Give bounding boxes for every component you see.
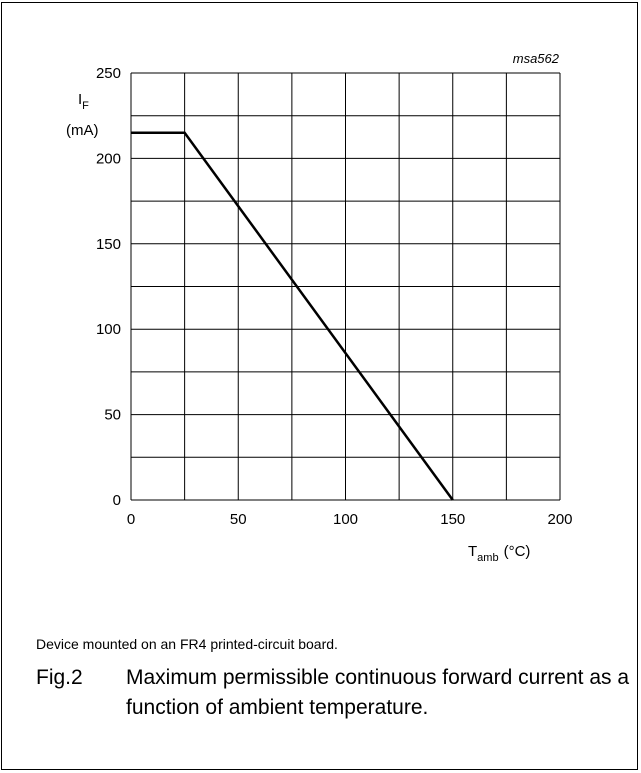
- y-tick-label: 150: [96, 236, 121, 253]
- y-tick-label: 100: [96, 321, 121, 338]
- y-axis-unit: (mA): [66, 122, 99, 139]
- x-axis-unit: (°C): [504, 543, 531, 560]
- y-axis-symbol: I: [78, 91, 82, 108]
- x-tick-label: 100: [333, 511, 358, 528]
- figure-label: Fig.2: [36, 666, 83, 689]
- y-axis-subscript: F: [82, 100, 89, 112]
- chart-grid: [130, 72, 561, 501]
- series-line: [131, 131, 454, 501]
- x-tick-label: 0: [127, 511, 135, 528]
- y-tick-label: 0: [113, 492, 121, 509]
- chart: 0 50 100 150 200 250 0 50 100 150 200 msa562 IF (…: [66, 51, 573, 564]
- y-tick-label: 200: [96, 150, 121, 167]
- x-axis-symbol: T: [468, 543, 477, 560]
- y-tick-label: 250: [96, 65, 121, 82]
- y-tick-labels: 0 50 100 150 200 250: [96, 65, 121, 509]
- y-tick-label: 50: [104, 407, 121, 424]
- x-tick-label: 50: [230, 511, 247, 528]
- y-axis-label: IF: [78, 91, 89, 112]
- chart-series: [131, 131, 454, 501]
- footnote: Device mounted on an FR4 printed-circuit…: [36, 636, 338, 652]
- x-tick-label: 200: [547, 511, 572, 528]
- figure-title: Maximum permissible continuous forward c…: [126, 666, 630, 719]
- figure-id: msa562: [513, 51, 560, 66]
- x-tick-labels: 0 50 100 150 200: [127, 511, 573, 528]
- x-axis-label: Tamb (°C): [468, 543, 530, 564]
- x-tick-label: 150: [440, 511, 465, 528]
- x-axis-subscript: amb: [477, 552, 498, 564]
